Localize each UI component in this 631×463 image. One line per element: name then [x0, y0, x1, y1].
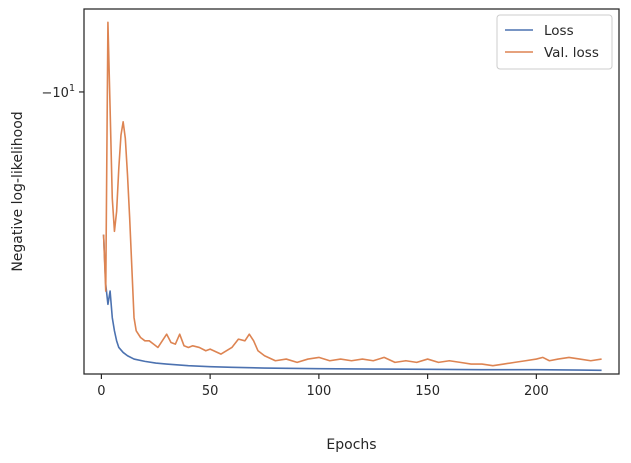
x-tick-label: 0	[97, 384, 105, 399]
y-axis-ticks: −101	[42, 83, 84, 101]
plot-frame	[83, 8, 620, 375]
y-tick-label: −101	[42, 83, 75, 101]
legend-box	[496, 14, 613, 70]
x-tick-label: 150	[415, 384, 440, 399]
legend: Loss Val. loss	[496, 14, 613, 70]
legend-label-val-loss: Val. loss	[544, 45, 599, 61]
series-line-loss	[102, 234, 602, 372]
plot-lines	[102, 21, 602, 372]
x-axis-label: Epochs	[326, 437, 376, 453]
x-tick-label: 50	[202, 384, 219, 399]
y-axis-label: Negative log-likelihood	[10, 111, 26, 271]
x-tick-label: 100	[306, 384, 331, 399]
x-tick-label: 200	[524, 384, 549, 399]
legend-label-loss: Loss	[544, 23, 574, 39]
series-line-val-loss	[102, 21, 602, 367]
x-axis-ticks: 0 50 100 150 200	[97, 374, 549, 399]
